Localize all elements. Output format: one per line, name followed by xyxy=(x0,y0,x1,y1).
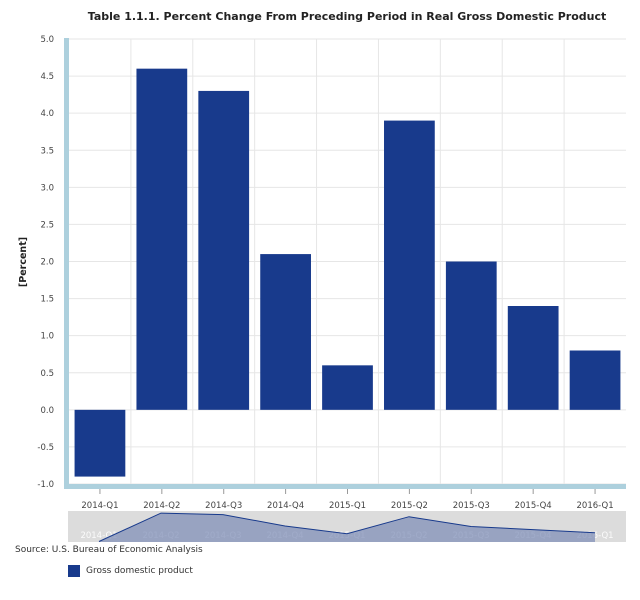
chart-title: Table 1.1.1. Percent Change From Precedi… xyxy=(88,10,607,23)
x-tick-label: 2014-Q3 xyxy=(205,501,242,511)
x-tick-label: 2015-Q1 xyxy=(329,501,366,511)
y-tick-label: 3.0 xyxy=(40,183,54,193)
navigator[interactable]: 2014-Q12014-Q22014-Q32014-Q42015-Q12015-… xyxy=(68,511,626,542)
navigator-series-area xyxy=(99,513,595,542)
bar[interactable] xyxy=(569,350,621,410)
x-tick-label: 2015-Q4 xyxy=(515,501,552,511)
legend-label: Gross domestic product xyxy=(86,566,193,576)
y-axis-ticks: 5.0 4.5 4.0 3.5 3.0 2.5 2.0 1.5 1.0 0.5 0.0 -0.5 -1.… xyxy=(37,35,54,490)
legend[interactable]: Gross domestic product xyxy=(68,565,193,577)
x-axis-line xyxy=(64,484,626,489)
legend-swatch xyxy=(68,565,80,577)
x-axis-ticks: 2014-Q1 2014-Q2 2014-Q3 2014-Q4 2015-Q1 2015-… xyxy=(81,489,614,511)
bar[interactable] xyxy=(322,365,373,410)
y-tick-label: 2.0 xyxy=(40,258,54,268)
y-tick-label: 3.5 xyxy=(40,146,54,156)
y-tick-label: 2.5 xyxy=(40,220,54,230)
x-tick-label: 2014-Q4 xyxy=(267,501,304,511)
bar[interactable] xyxy=(198,90,250,410)
y-tick-label: 1.5 xyxy=(40,295,54,305)
y-tick-label: -0.5 xyxy=(37,443,54,453)
y-tick-label: 5.0 xyxy=(40,35,54,45)
navigator-label: 2014-Q1 xyxy=(80,531,117,541)
y-tick-label: 4.5 xyxy=(40,72,54,82)
navigator-series-line xyxy=(98,512,596,542)
x-tick-label: 2015-Q3 xyxy=(453,501,490,511)
y-tick-label: -1.0 xyxy=(37,480,54,490)
y-axis-line xyxy=(64,38,69,488)
bar[interactable] xyxy=(507,306,559,410)
y-axis-title: [Percent] xyxy=(18,237,29,287)
x-tick-label: 2014-Q1 xyxy=(81,501,118,511)
y-tick-label: 1.0 xyxy=(40,332,54,342)
bar[interactable] xyxy=(136,68,188,410)
x-tick-label: 2016-Q1 xyxy=(577,501,614,511)
bar[interactable] xyxy=(260,254,311,410)
source-note: Source: U.S. Bureau of Economic Analysis xyxy=(15,545,203,555)
y-tick-label: 0.5 xyxy=(40,369,54,379)
y-tick-label: 4.0 xyxy=(40,109,54,119)
x-tick-label: 2015-Q2 xyxy=(391,501,428,511)
bars xyxy=(74,68,621,477)
bar[interactable] xyxy=(74,409,126,477)
bar[interactable] xyxy=(445,261,497,410)
y-tick-label: 0.0 xyxy=(40,406,54,416)
bar[interactable] xyxy=(384,120,435,410)
x-tick-label: 2014-Q2 xyxy=(143,501,180,511)
